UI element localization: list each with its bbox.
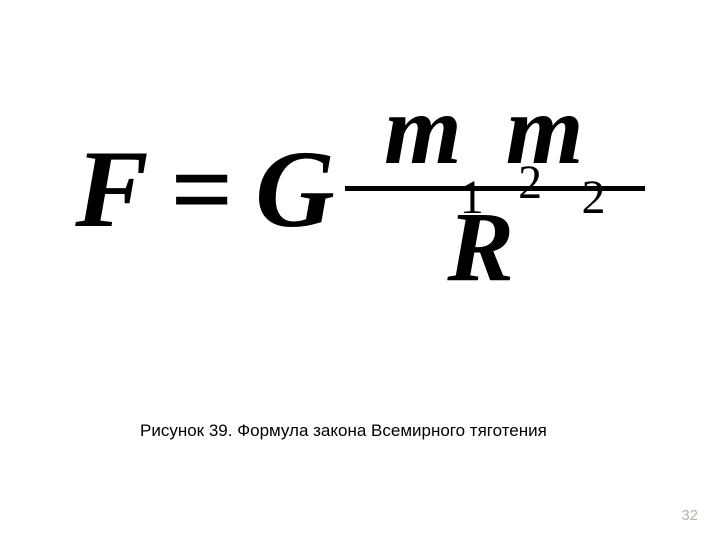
figure-caption: Рисунок 39. Формула закона Всемирного тя…	[140, 420, 560, 443]
gravitation-formula: F = G m 1 m 2 R 2	[60, 80, 660, 297]
symbol-m1-base: m	[384, 80, 462, 180]
formula-left-side: F = G	[75, 134, 345, 244]
symbol-F: F	[75, 134, 148, 244]
symbol-m1-subscript: 1	[460, 174, 484, 222]
symbol-R-superscript: 2	[518, 159, 542, 207]
symbol-G: G	[255, 134, 334, 244]
equals-sign: =	[171, 134, 234, 244]
formula-fraction: m 1 m 2 R 2	[345, 80, 645, 297]
fraction-numerator: m 1 m 2	[345, 80, 645, 180]
symbol-m2-subscript: 2	[582, 174, 606, 222]
page-number: 32	[681, 507, 698, 524]
